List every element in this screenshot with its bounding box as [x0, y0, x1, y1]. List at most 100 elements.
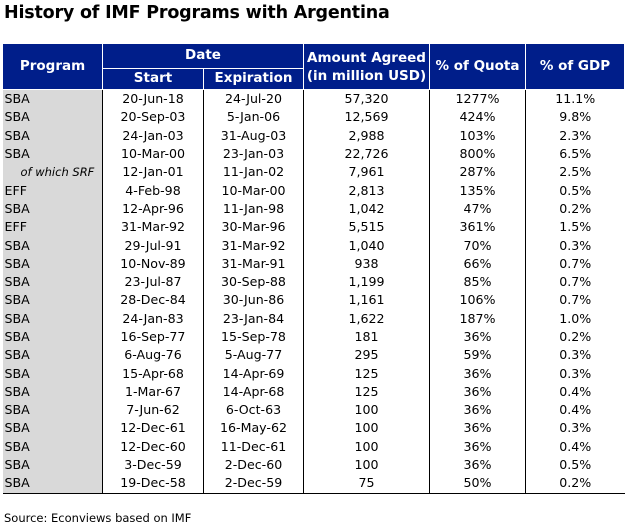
- program-cell: EFF: [2, 218, 103, 237]
- table-row: SBA 10-Nov-89 31-Mar-91 938 66% 0.7%: [2, 254, 625, 273]
- expiration-date-cell: 2-Dec-60: [203, 455, 304, 475]
- start-date-cell: 24-Jan-03: [102, 126, 204, 145]
- start-date-cell: 20-Jun-18: [102, 89, 204, 109]
- expiration-date-cell: 23-Jan-03: [203, 144, 304, 164]
- gdp-cell: 11.1%: [555, 91, 596, 107]
- table-row: SBA 23-Jul-87 30-Sep-88 1,199 85% 0.7%: [2, 272, 625, 292]
- header-amount: Amount Agreed (in million USD): [303, 43, 430, 90]
- gdp-cell: 0.3%: [559, 365, 592, 381]
- expiration-date-cell: 5-Jan-06: [203, 108, 304, 127]
- table-row: SBA 16-Sep-77 15-Sep-78 181 36% 0.2%: [2, 327, 625, 347]
- gdp-cell: 0.3%: [559, 347, 592, 363]
- table-row: SBA 12-Dec-61 16-May-62 100 36% 0.3%: [2, 419, 625, 438]
- start-date-cell: 23-Jul-87: [102, 272, 204, 292]
- program-cell: SBA: [2, 309, 103, 328]
- expiration-date-cell: 2-Dec-59: [203, 474, 304, 494]
- amount-cell: 125: [303, 364, 430, 383]
- quota-cell: 1277%: [429, 89, 526, 109]
- gdp-cell: 6.5%: [559, 146, 592, 162]
- gdp-cell: 0.7%: [559, 274, 592, 290]
- program-cell: SBA: [2, 419, 103, 438]
- expiration-date-cell: 31-Aug-03: [203, 126, 304, 145]
- amount-cell: 125: [303, 382, 430, 402]
- amount-cell: 57,320: [303, 89, 430, 109]
- expiration-date-cell: 11-Jan-98: [203, 199, 304, 219]
- expiration-date-cell: 30-Mar-96: [203, 218, 304, 237]
- program-cell: SBA: [2, 144, 103, 164]
- start-date-cell: 4-Feb-98: [102, 181, 204, 200]
- amount-cell: 100: [303, 419, 430, 438]
- quota-cell: 36%: [429, 327, 526, 347]
- table-row: SBA 24-Jan-83 23-Jan-84 1,622 187% 1.0%: [2, 309, 625, 328]
- expiration-date-cell: 10-Mar-00: [203, 181, 304, 200]
- quota-cell: 36%: [429, 401, 526, 420]
- gdp-cell: 1.0%: [559, 310, 592, 326]
- header-amount-line1: Amount Agreed: [307, 49, 426, 66]
- program-cell: SBA: [2, 126, 103, 145]
- start-date-cell: 12-Apr-96: [102, 199, 204, 219]
- start-date-cell: 1-Mar-67: [102, 382, 204, 402]
- gdp-cell: 0.5%: [559, 457, 592, 473]
- expiration-date-cell: 5-Aug-77: [203, 346, 304, 365]
- start-date-cell: 15-Apr-68: [102, 364, 204, 383]
- amount-cell: 2,988: [303, 126, 430, 145]
- quota-cell: 70%: [429, 236, 526, 255]
- gdp-cell: 9.8%: [559, 109, 592, 125]
- quota-cell: 59%: [429, 346, 526, 365]
- program-cell: SBA: [2, 327, 103, 347]
- quota-cell: 50%: [429, 474, 526, 494]
- gdp-cell: 1.5%: [559, 219, 592, 235]
- gdp-cell: 0.4%: [559, 438, 592, 454]
- start-date-cell: 3-Dec-59: [102, 455, 204, 475]
- expiration-date-cell: 31-Mar-91: [203, 254, 304, 273]
- table-row: SBA 12-Dec-60 11-Dec-61 100 36% 0.4%: [2, 437, 625, 456]
- start-date-cell: 6-Aug-76: [102, 346, 204, 365]
- gdp-cell: 0.4%: [559, 383, 592, 399]
- expiration-date-cell: 30-Sep-88: [203, 272, 304, 292]
- expiration-date-cell: 11-Jan-02: [203, 163, 304, 182]
- imf-programs-table: Program Date Amount Agreed (in million U…: [2, 43, 625, 494]
- program-cell: SBA: [2, 272, 103, 292]
- quota-cell: 361%: [429, 218, 526, 237]
- start-date-cell: 29-Jul-91: [102, 236, 204, 255]
- header-start: Start: [102, 67, 204, 91]
- program-cell: SBA: [2, 254, 103, 273]
- quota-cell: 36%: [429, 455, 526, 475]
- expiration-date-cell: 24-Jul-20: [203, 89, 304, 109]
- header-date: Date: [102, 43, 304, 69]
- amount-cell: 22,726: [303, 144, 430, 164]
- header-gdp: % of GDP: [525, 43, 625, 90]
- header-expiration: Expiration: [203, 67, 304, 91]
- amount-cell: 1,199: [303, 272, 430, 292]
- quota-cell: 36%: [429, 364, 526, 383]
- table-body: SBA 20-Jun-18 24-Jul-20 57,320 1277% 11.1% SBA…: [2, 89, 625, 494]
- program-cell: SBA: [2, 291, 103, 310]
- program-cell: EFF: [2, 181, 103, 200]
- program-cell: SBA: [2, 199, 103, 219]
- quota-cell: 800%: [429, 144, 526, 164]
- program-cell: SBA: [2, 455, 103, 475]
- page-title: History of IMF Programs with Argentina: [4, 3, 390, 23]
- table-row: SBA 19-Dec-58 2-Dec-59 75 50% 0.2%: [2, 474, 625, 494]
- amount-cell: 12,569: [303, 108, 430, 127]
- start-date-cell: 10-Mar-00: [102, 144, 204, 164]
- start-date-cell: 28-Dec-84: [102, 291, 204, 310]
- quota-cell: 424%: [429, 108, 526, 127]
- quota-cell: 36%: [429, 437, 526, 456]
- program-cell: SBA: [2, 474, 103, 494]
- gdp-cell: 0.4%: [559, 402, 592, 418]
- start-date-cell: 16-Sep-77: [102, 327, 204, 347]
- program-cell: SBA: [2, 236, 103, 255]
- source-note: Source: Econviews based on IMF: [4, 511, 192, 525]
- program-cell: SBA: [2, 382, 103, 402]
- gdp-cell: 0.3%: [559, 237, 592, 253]
- start-date-cell: 12-Jan-01: [102, 163, 204, 182]
- table-row: SBA 12-Apr-96 11-Jan-98 1,042 47% 0.2%: [2, 199, 625, 219]
- expiration-date-cell: 14-Apr-69: [203, 364, 304, 383]
- program-cell: SBA: [2, 437, 103, 456]
- quota-cell: 135%: [429, 181, 526, 200]
- start-date-cell: 31-Mar-92: [102, 218, 204, 237]
- amount-cell: 2,813: [303, 181, 430, 200]
- amount-cell: 100: [303, 455, 430, 475]
- quota-cell: 47%: [429, 199, 526, 219]
